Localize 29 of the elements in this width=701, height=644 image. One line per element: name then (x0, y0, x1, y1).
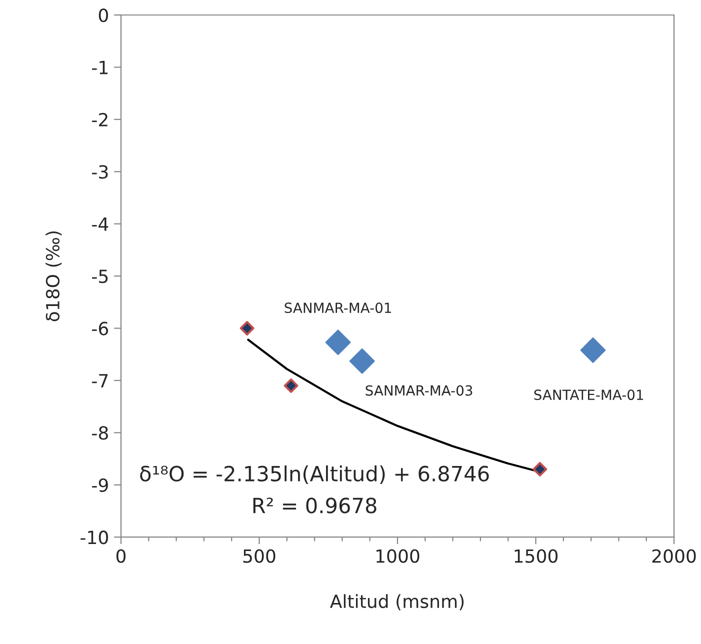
point (580, 337, 606, 363)
y-tick-label: 0 (98, 8, 108, 22)
y-tick-label: -9 (92, 478, 108, 492)
y-tick-label: -1 (92, 60, 108, 74)
x-tick-label: 2000 (652, 549, 696, 563)
point (532, 462, 548, 476)
annotation: SANMAR-MA-03 (366, 385, 472, 396)
point (240, 321, 254, 336)
x-axis-title: Altitud (msnm) (330, 594, 464, 610)
y-tick-label: -8 (92, 426, 108, 440)
point (284, 378, 298, 393)
point (325, 330, 351, 356)
y-tick-label: -3 (92, 165, 108, 179)
y-axis-title: δ18O (‰) (46, 231, 62, 322)
y-tick-label: -7 (92, 374, 108, 388)
y-tick-label: -4 (92, 218, 108, 231)
annotation: SANTATE-MA-01 (534, 390, 644, 400)
x-tick-label: 0 (116, 549, 126, 563)
annotation: SANMAR-MA-01 (284, 302, 391, 314)
y-tick-label: -5 (92, 270, 108, 284)
x-tick-label: 500 (243, 549, 276, 563)
annotation: R² = 0.9678 (253, 498, 376, 514)
x-tick-label: 1000 (376, 549, 420, 563)
point (349, 348, 375, 374)
x-tick-label: 1500 (514, 549, 558, 563)
y-tick-label: -2 (92, 112, 108, 126)
y-tick-label: -6 (92, 322, 108, 336)
annotation: δ¹⁸O = -2.135ln(Altitud) + 6.8746 (140, 465, 489, 484)
y-tick-label: -10 (80, 530, 108, 544)
